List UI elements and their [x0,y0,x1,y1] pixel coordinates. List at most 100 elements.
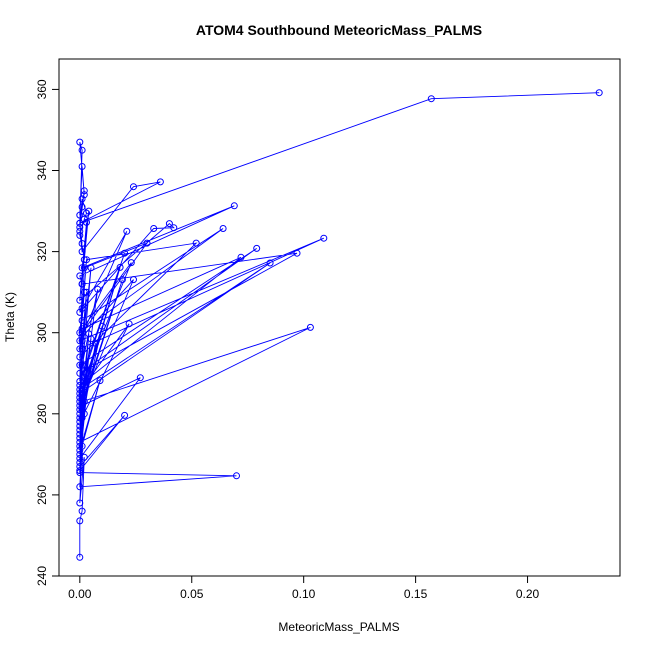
data-point [76,353,84,361]
data-point [76,398,84,406]
data-point [306,323,314,331]
data-point [76,446,84,454]
data-point [78,394,86,402]
data-point [80,398,88,406]
x-tick-label: 0.20 [516,587,540,601]
plot-area-frame [58,58,621,577]
data-point [170,224,178,232]
data-point [76,337,84,345]
data-point [78,402,86,410]
data-point [78,507,86,515]
data-point [94,285,102,293]
data-point [595,89,603,97]
y-tick-label: 260 [35,485,49,505]
data-point [76,138,84,146]
data-point [78,325,86,333]
y-tick-label: 300 [35,322,49,342]
y-tick-label: 240 [35,566,49,586]
data-point [96,377,104,385]
y-tick-label: 280 [35,403,49,423]
chart-title: ATOM4 Southbound MeteoricMass_PALMS [196,22,482,38]
data-point [76,402,84,410]
data-point [76,422,84,430]
data-point [125,320,133,328]
data-point [76,459,84,466]
data-point [121,249,129,257]
data-point [78,337,86,345]
data-point [78,406,86,414]
data-point [76,414,84,422]
data-point [80,377,88,385]
data-point [76,553,84,561]
data-point [136,374,144,382]
data-point [76,390,84,397]
data-point [78,333,86,341]
data-point [78,304,86,312]
data-point [320,234,328,242]
data-point [78,203,86,211]
data-point [230,202,238,210]
data-point [76,231,84,239]
data-point [76,442,84,450]
data-point [76,469,84,477]
data-point [76,377,84,385]
data-point [85,330,93,338]
x-tick-label: 0.10 [292,587,316,601]
data-point [76,430,84,438]
data-point [76,308,84,316]
data-point [76,483,84,491]
data-point [80,187,88,195]
data-point [80,373,88,381]
data-point [78,398,86,406]
data-point [83,288,90,296]
data-point [150,225,158,232]
data-point [80,264,88,272]
data-point [80,288,88,296]
data-point [130,276,137,284]
data-point [83,256,90,264]
data-point [80,453,88,461]
data-point [76,219,84,227]
data-point [76,394,84,402]
data-point [78,442,86,450]
data-point [80,256,88,264]
data-point [76,296,84,304]
x-axis: 0.00 0.05 0.10 0.15 0.20 [68,575,540,601]
data-point [293,249,301,257]
data-point [78,317,86,324]
data-point [76,467,84,475]
data-point [76,499,84,507]
data-point [76,418,84,426]
data-point [78,329,86,337]
data-point [237,253,245,261]
data-point [143,239,151,247]
data-point [121,411,129,419]
data-point [116,263,124,271]
x-tick-label: 0.15 [404,587,428,601]
data-point [130,183,137,191]
data-point [87,264,95,272]
data-point [78,240,86,247]
data-point [80,381,88,389]
data-point [83,369,90,377]
data-point [78,414,86,422]
data-point [76,454,84,462]
data-point [165,220,173,228]
data-point [78,386,86,393]
data-point [78,390,86,397]
data-point [78,345,86,353]
data-point [253,244,261,252]
data-point [76,272,84,280]
data-point [219,225,227,232]
data-point [76,223,84,231]
data-point [85,369,93,377]
y-tick-label: 360 [35,79,49,99]
data-point [118,276,126,284]
data-point [92,339,99,347]
y-axis-label: Theta (K) [3,292,17,342]
data-point [76,211,84,219]
data-point [78,248,86,256]
data-point [85,207,93,215]
data-point [78,361,86,369]
